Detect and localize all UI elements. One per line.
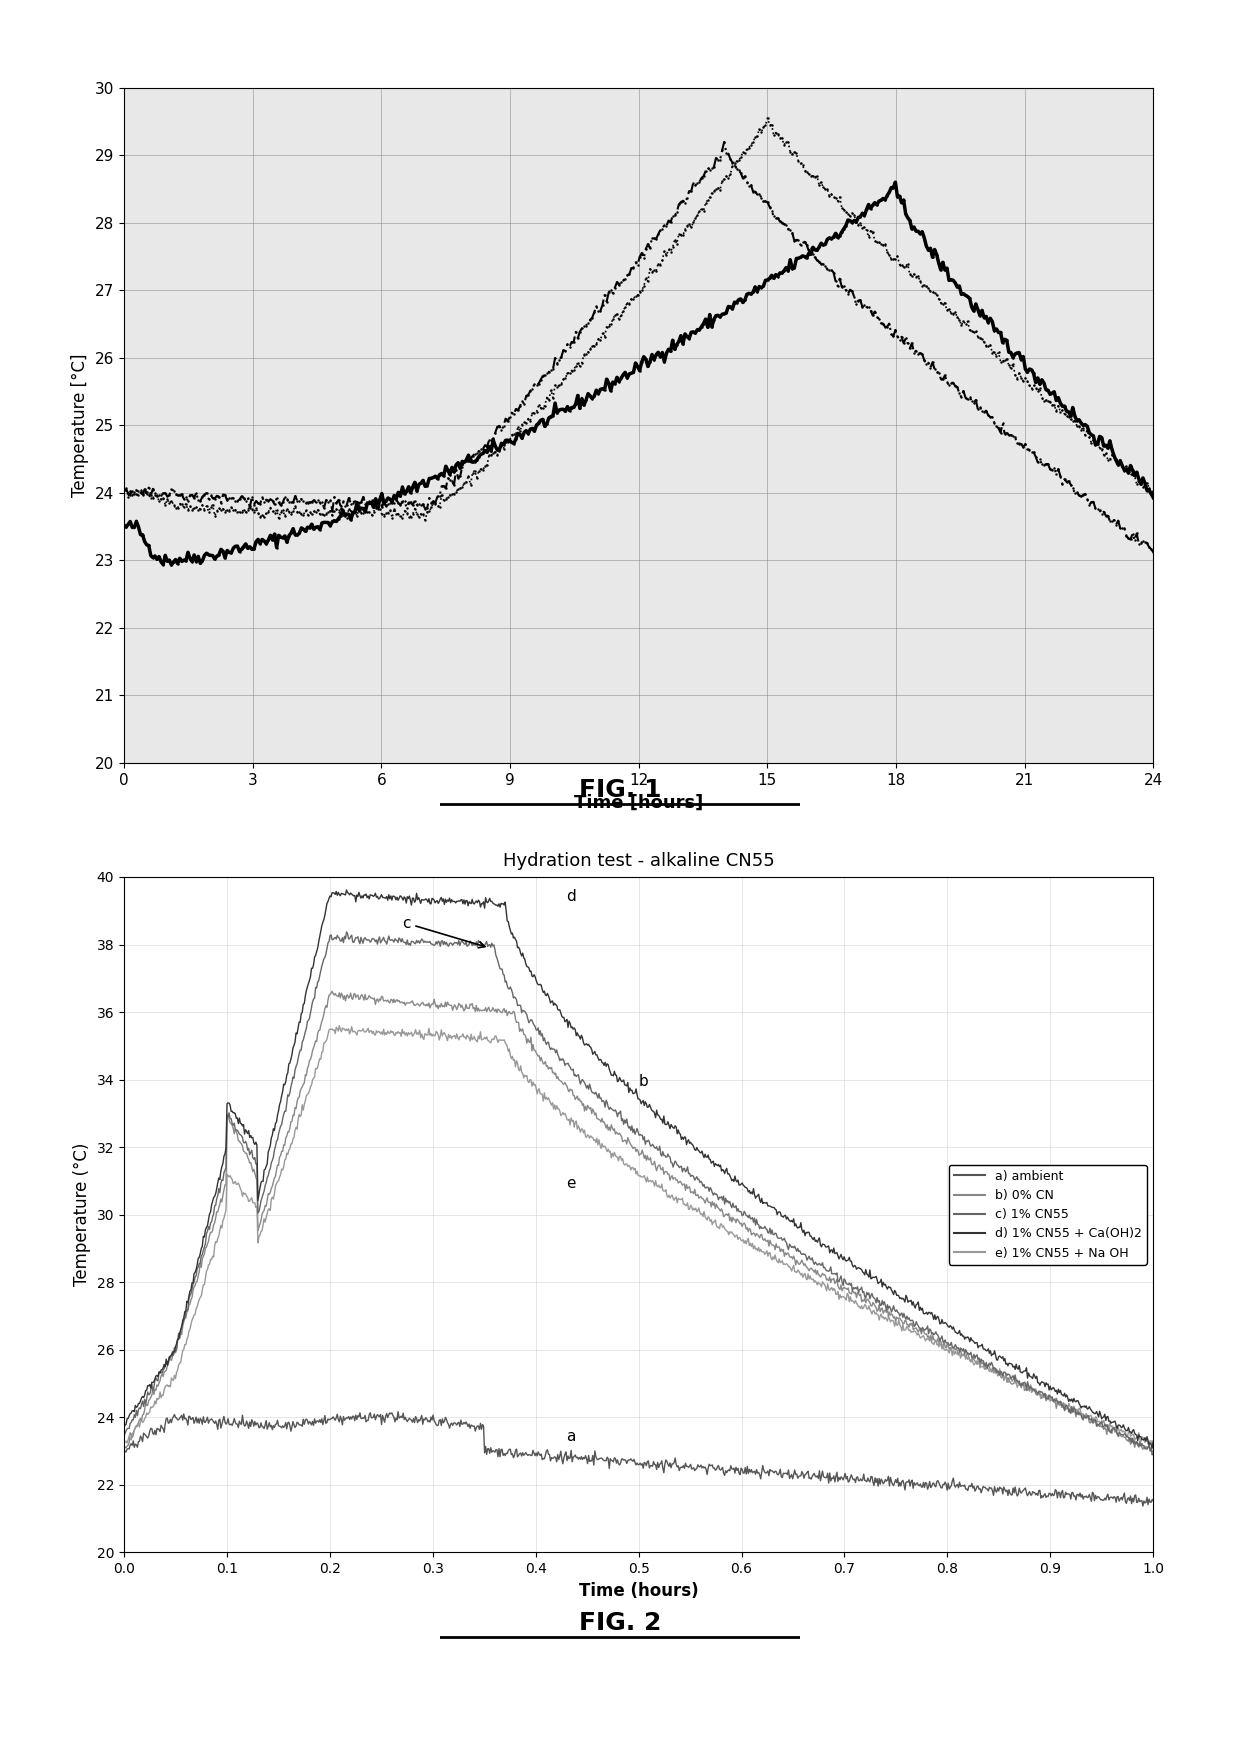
Legend: a) ambient, b) 0% CN, c) 1% CN55, d) 1% CN55 + Ca(OH)2, e) 1% CN55 + Na OH: a) ambient, b) 0% CN, c) 1% CN55, d) 1% … (949, 1165, 1147, 1265)
Legend: A, B, C: A, B, C (435, 886, 739, 917)
Text: b: b (639, 1075, 649, 1089)
Title: Hydration test - alkaline CN55: Hydration test - alkaline CN55 (502, 852, 775, 870)
X-axis label: Time (hours): Time (hours) (579, 1582, 698, 1600)
Text: FIG. 1: FIG. 1 (579, 777, 661, 802)
Text: a: a (567, 1430, 575, 1444)
Y-axis label: Temperature [°C]: Temperature [°C] (72, 354, 89, 496)
X-axis label: Time [hours]: Time [hours] (574, 793, 703, 812)
Text: e: e (567, 1175, 577, 1191)
Text: c: c (402, 916, 485, 947)
Text: FIG. 2: FIG. 2 (579, 1610, 661, 1635)
Text: d: d (567, 889, 577, 903)
Y-axis label: Temperature (°C): Temperature (°C) (73, 1144, 91, 1286)
